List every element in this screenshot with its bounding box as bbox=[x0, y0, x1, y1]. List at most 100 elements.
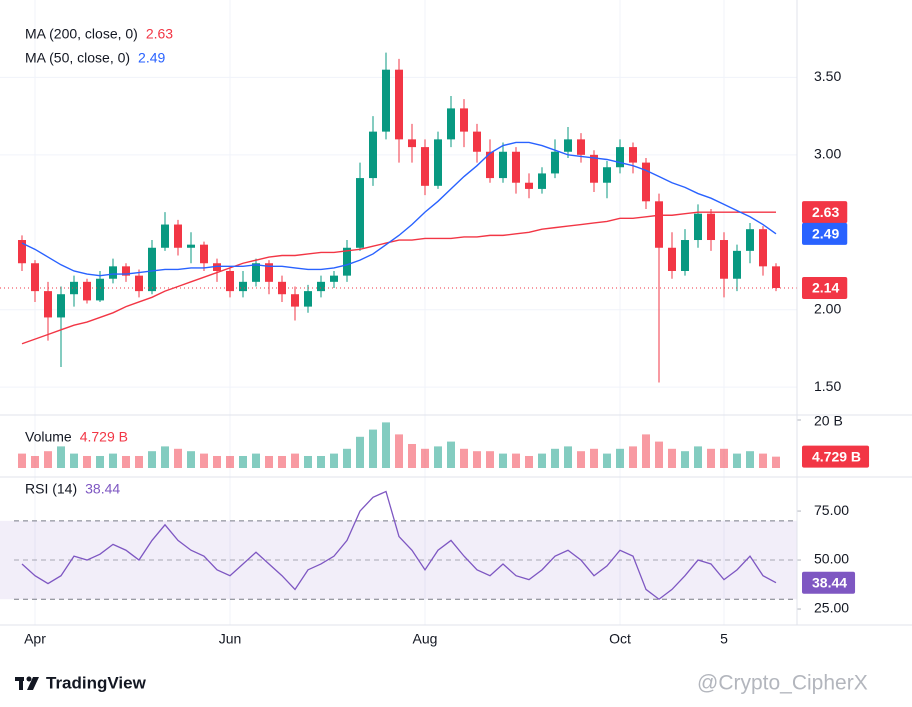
candle-body bbox=[629, 147, 637, 163]
volume-bar bbox=[473, 451, 481, 468]
candle-body bbox=[525, 182, 533, 189]
volume-bar bbox=[291, 453, 299, 468]
candle-body bbox=[174, 224, 182, 248]
y-tick-label: 2.00 bbox=[814, 300, 841, 316]
candle-body bbox=[109, 266, 117, 279]
candle-body bbox=[395, 69, 403, 140]
volume-bar bbox=[18, 453, 26, 468]
volume-bar bbox=[733, 453, 741, 468]
volume-bar bbox=[122, 455, 130, 468]
y-tick-label: 50.00 bbox=[814, 551, 849, 567]
volume-bar bbox=[96, 455, 104, 468]
volume-bar bbox=[759, 453, 767, 468]
legend-name: MA (50, close, 0) bbox=[25, 50, 130, 66]
badge-label: 2.14 bbox=[812, 280, 839, 296]
volume-bar bbox=[707, 448, 715, 468]
brand-logo bbox=[15, 676, 39, 690]
candle-body bbox=[551, 151, 559, 174]
candle-body bbox=[200, 244, 208, 264]
candle-body bbox=[434, 139, 442, 186]
volume-bar bbox=[590, 448, 598, 468]
badge-box bbox=[802, 445, 870, 468]
volume-bar bbox=[330, 453, 338, 468]
candle-body bbox=[694, 213, 702, 241]
candle-body bbox=[278, 281, 286, 295]
volume-bar bbox=[512, 453, 520, 468]
candle-body bbox=[18, 240, 26, 264]
logo-shape bbox=[27, 677, 39, 690]
x-tick-label: Oct bbox=[609, 631, 631, 647]
volume-bar bbox=[720, 448, 728, 468]
volume-bar bbox=[57, 446, 65, 468]
price-pane bbox=[18, 52, 780, 383]
volume-bar bbox=[356, 436, 364, 468]
candle-body bbox=[564, 139, 572, 152]
candle-body bbox=[759, 229, 767, 267]
brand: TradingView bbox=[46, 673, 147, 692]
volume-bar bbox=[343, 448, 351, 468]
candle-body bbox=[161, 224, 169, 248]
legend-name: MA (200, close, 0) bbox=[25, 26, 138, 42]
candle-body bbox=[655, 201, 663, 248]
x-tick-label: 5 bbox=[720, 631, 728, 647]
candle-body bbox=[187, 244, 195, 248]
volume-bar bbox=[499, 453, 507, 468]
price-badge: 2.14 bbox=[802, 277, 848, 300]
candle-body bbox=[603, 167, 611, 183]
logo-shape bbox=[19, 677, 23, 690]
x-tick-label: Aug bbox=[413, 631, 438, 647]
candle-body bbox=[538, 173, 546, 189]
volume-bar bbox=[681, 451, 689, 468]
marks-layer bbox=[0, 52, 797, 601]
candle-body bbox=[213, 263, 221, 271]
volume-bar bbox=[44, 451, 52, 468]
volume-bar bbox=[187, 451, 195, 468]
moving-average-line bbox=[21, 141, 777, 277]
candle-body bbox=[239, 281, 247, 292]
y-tick-label: 25.00 bbox=[814, 600, 849, 616]
volume-bar bbox=[317, 455, 325, 468]
badge-label: 4.729 B bbox=[812, 448, 861, 464]
candle-body bbox=[642, 162, 650, 202]
volume-bar bbox=[161, 446, 169, 468]
volume-bar bbox=[629, 446, 637, 468]
volume-bar bbox=[213, 455, 221, 468]
candle-body bbox=[460, 108, 468, 132]
candle-body bbox=[772, 266, 780, 289]
candle-body bbox=[226, 270, 234, 292]
candle-body bbox=[44, 291, 52, 318]
volume-bar bbox=[603, 453, 611, 468]
volume-bar bbox=[200, 453, 208, 468]
volume-bar bbox=[551, 448, 559, 468]
price-badge: 38.44 bbox=[802, 571, 856, 594]
volume-bar bbox=[616, 448, 624, 468]
volume-bar bbox=[642, 434, 650, 468]
candle-body bbox=[408, 139, 416, 148]
y-tick-label: 1.50 bbox=[814, 378, 841, 394]
x-tick-label: Jun bbox=[219, 631, 242, 647]
candle-body bbox=[746, 229, 754, 251]
volume-bar bbox=[265, 455, 273, 468]
volume-bar bbox=[31, 455, 39, 468]
candle-body bbox=[616, 147, 624, 168]
candle-body bbox=[265, 263, 273, 282]
legend-name: Volume bbox=[25, 429, 72, 445]
candle-body bbox=[356, 178, 364, 248]
volume-bar bbox=[447, 441, 455, 468]
candle-body bbox=[252, 263, 260, 282]
candle-body bbox=[590, 154, 598, 183]
rsi-line bbox=[21, 490, 777, 601]
volume-bar bbox=[486, 451, 494, 468]
candle-body bbox=[304, 291, 312, 307]
candle-body bbox=[668, 247, 676, 271]
candle-body bbox=[577, 139, 585, 155]
badge-label: 38.44 bbox=[812, 574, 847, 590]
badge-label: 2.49 bbox=[812, 226, 839, 242]
volume-bar bbox=[746, 451, 754, 468]
badge-box bbox=[802, 222, 848, 245]
volume-bar bbox=[421, 448, 429, 468]
legend-value: 2.63 bbox=[146, 26, 173, 42]
badge-box bbox=[802, 571, 856, 594]
volume-bar bbox=[772, 456, 780, 468]
